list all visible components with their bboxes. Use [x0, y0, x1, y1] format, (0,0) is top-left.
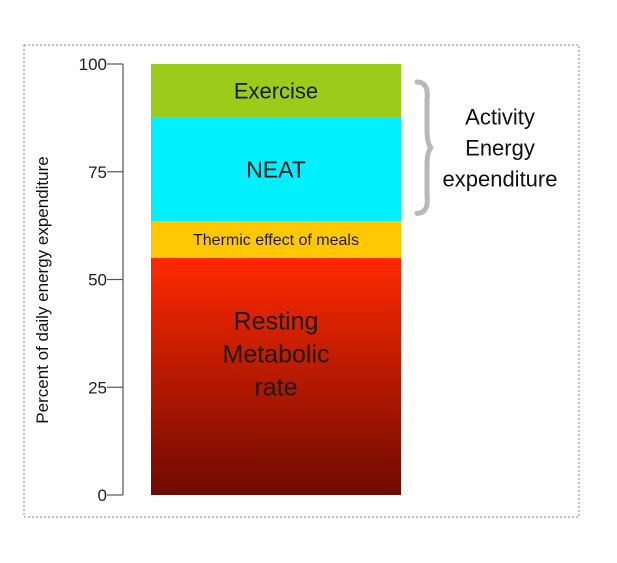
y-axis-title: Percent of daily energy expenditure — [33, 156, 52, 423]
activity-energy-annotation: Activity Energy expenditure — [414, 79, 558, 216]
y-tick-label: 0 — [98, 486, 107, 505]
segment-label-neat: NEAT — [246, 157, 306, 183]
y-tick-label: 75 — [88, 163, 107, 182]
y-tick-label: 25 — [88, 378, 107, 397]
segment-neat — [151, 117, 401, 222]
segment-rmr — [151, 257, 401, 495]
stacked-bar: Resting Metabolic rate Thermic effect of me… — [151, 64, 401, 495]
segment-exercise — [151, 64, 401, 118]
annotation-label: Activity — [465, 105, 535, 130]
y-axis: 0 25 50 75 100 — [79, 55, 124, 505]
segment-label-rmr: rate — [254, 374, 297, 402]
segment-label-exercise: Exercise — [234, 79, 318, 104]
chart-frame — [23, 44, 580, 518]
segment-tef — [151, 221, 401, 258]
annotation-label: Energy — [465, 136, 535, 161]
segment-label-rmr: Metabolic — [223, 341, 330, 369]
segment-label-rmr: Resting — [234, 308, 319, 336]
y-tick-label: 50 — [88, 271, 107, 290]
annotation-label: expenditure — [443, 167, 558, 192]
segment-label-tef: Thermic effect of meals — [193, 232, 359, 249]
brace-icon — [414, 79, 434, 216]
y-tick-label: 100 — [79, 55, 107, 74]
